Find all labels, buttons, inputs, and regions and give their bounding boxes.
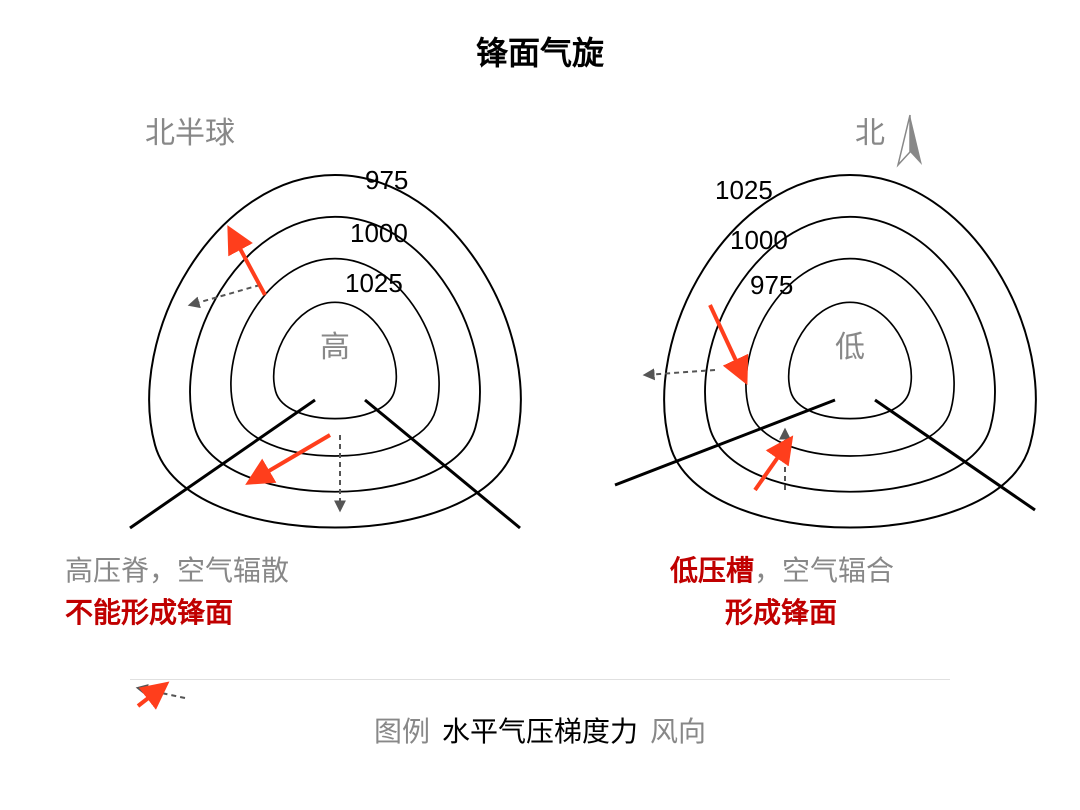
left-center-label: 高 [320,322,350,366]
right-caption: 低压槽，空气辐合 形成锋面 [670,550,894,634]
legend-solid-text: 风向 [650,710,706,750]
right-isobar-1: 1000 [730,225,788,256]
left-isobar-0: 975 [365,165,408,196]
left-caption-line2: 不能形成锋面 [65,597,233,628]
left-wind-arrow-1 [230,230,265,295]
right-panel: 北 [560,90,1040,570]
legend-dashed-text: 水平气压梯度力 [442,710,638,750]
right-trough-line-2 [875,400,1035,510]
left-isobar-2: 1025 [345,268,403,299]
left-caption: 高压脊，空气辐散 不能形成锋面 [65,550,289,634]
left-isobar-1: 1000 [350,218,408,249]
page-title: 锋面气旋 [476,28,604,74]
right-trough-line-1 [615,400,835,485]
left-ridge-line-2 [365,400,520,528]
right-caption-prefix: 低压槽 [670,555,754,586]
left-caption-line1: 高压脊，空气辐散 [65,555,289,586]
legend-label: 图例 [374,710,430,750]
right-pgf-arrow-1 [645,370,715,375]
legend-solid-arrow-icon [130,680,175,710]
left-diagram [60,90,540,570]
right-wind-arrow-2 [755,440,790,490]
right-isobar-2: 975 [750,270,793,301]
right-diagram [560,90,1040,570]
right-isobar-0: 1025 [715,175,773,206]
right-center-label: 低 [835,322,865,366]
left-wind-arrow-2 [250,435,330,482]
left-pgf-arrow-1 [190,285,260,305]
right-wind-arrow-1 [710,305,745,380]
right-caption-line1: ，空气辐合 [754,555,894,586]
right-caption-line2: 形成锋面 [725,597,837,628]
legend: 图例 水平气压梯度力 风向 [130,679,950,750]
left-panel: 北半球 [60,90,540,570]
